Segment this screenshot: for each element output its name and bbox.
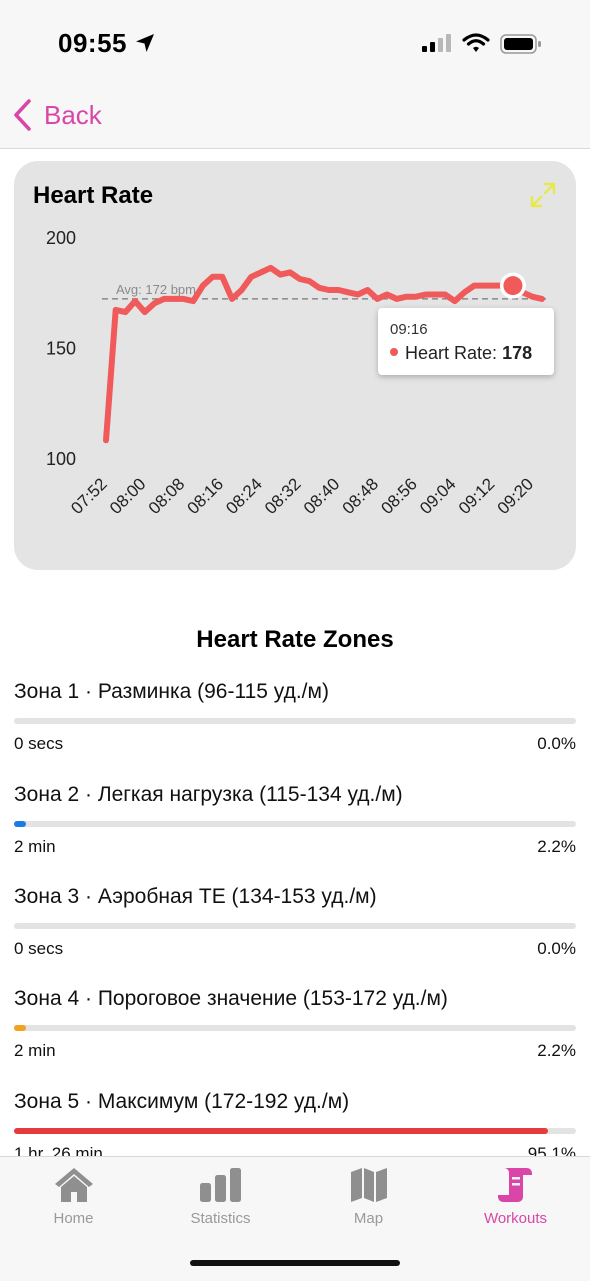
tab-workouts-label: Workouts [483,1210,548,1227]
x-tick-label: 08:08 [145,474,189,518]
status-bar: 09:55 [0,0,590,90]
scroll-icon [497,1168,532,1202]
zone-item: Зона 2 · Легкая нагрузка (115-134 уд./м)… [14,783,576,856]
tab-statistics[interactable]: Statistics [147,1157,294,1237]
location-arrow-icon [136,34,154,52]
status-time: 09:55 [58,28,127,58]
zone-duration: 2 min [14,1041,56,1060]
tab-home[interactable]: Home [0,1157,147,1237]
x-tick-label: 08:40 [300,474,344,518]
chevron-left-icon [14,99,31,131]
x-tick-label: 08:32 [261,474,305,518]
tooltip-value: 178 [502,343,533,363]
tooltip-dot [390,348,398,357]
zone-name: Зона 5 · Максимум (172-192 уд./м) [14,1090,350,1113]
zone-progress-track [14,1128,576,1134]
tooltip-label: Heart Rate: [405,343,498,363]
zone-progress-track [14,718,576,724]
signal-icon [422,34,451,52]
x-tick-label: 08:00 [106,474,150,518]
zone-percent: 2.2% [537,837,576,856]
y-tick-label: 200 [46,228,76,248]
y-tick-label: 150 [46,339,76,359]
zone-name: Зона 3 · Аэробная ТЕ (134-153 уд./м) [14,885,377,908]
zone-progress-fill [14,821,27,827]
x-tick-label: 08:48 [339,474,383,518]
zone-progress-track [14,1025,576,1031]
zone-percent: 2.2% [537,1041,576,1060]
back-button[interactable]: Back [12,98,102,132]
tab-statistics-label: Statistics [190,1210,251,1227]
zone-percent: 0.0% [537,939,576,958]
map-icon [350,1168,387,1202]
x-tick-label: 09:12 [455,474,499,518]
chart-tooltip: 09:16 Heart Rate: 178 [378,308,554,375]
zone-progress-track [14,821,576,827]
zone-item: Зона 1 · Разминка (96-115 уд./м) 0 secs 0.… [14,680,576,753]
wifi-icon [462,33,490,52]
zone-progress-fill [14,1128,549,1134]
heart-rate-series-line [103,264,545,444]
chart-title: Heart Rate [33,182,154,209]
zone-progress-track [14,923,576,929]
tooltip-time: 09:16 [390,321,428,338]
navigation-bar: Back [0,90,590,149]
zones-title: Heart Rate Zones [196,626,394,653]
zone-progress-fill [14,1025,27,1031]
zone-percent: 0.0% [537,734,576,753]
bar-chart-icon [199,1168,241,1202]
highlight-point [503,276,523,296]
heart-rate-card: Heart Rate 100 150 200 Avg: 172 bpm 07:52 08:… [14,161,576,570]
zone-name: Зона 4 · Пороговое значение (153-172 уд.… [14,987,448,1010]
x-tick-label: 08:56 [377,474,421,518]
expand-icon[interactable] [529,181,557,209]
x-tick-label: 09:20 [494,474,538,518]
avg-label: Avg: 172 bpm [116,282,196,297]
zone-duration: 2 min [14,837,56,856]
zone-name: Зона 1 · Разминка (96-115 уд./м) [14,680,329,703]
heart-rate-chart: 100 150 200 Avg: 172 bpm 07:5208:0008:0808:1… [46,228,546,518]
home-indicator [190,1260,400,1266]
zone-name: Зона 2 · Легкая нагрузка (115-134 уд./м) [14,783,403,806]
x-tick-label: 08:16 [184,474,228,518]
battery-icon [500,34,541,54]
tab-map-label: Map [353,1210,384,1227]
y-tick-label: 100 [46,449,76,469]
zone-item: Зона 4 · Пороговое значение (153-172 уд.… [14,987,576,1060]
zone-item: Зона 3 · Аэробная ТЕ (134-153 уд./м) 0 se… [14,885,576,958]
x-tick-label: 07:52 [67,474,111,518]
tooltip-row: Heart Rate: 178 [390,343,532,364]
back-label: Back [44,99,102,130]
tab-map[interactable]: Map [295,1157,442,1237]
house-icon [54,1168,93,1202]
tab-workouts[interactable]: Workouts [442,1157,589,1237]
zone-item: Зона 5 · Максимум (172-192 уд./м) 1 hr, 2… [14,1090,576,1163]
zone-duration: 0 secs [14,734,64,753]
zone-duration: 0 secs [14,939,64,958]
x-tick-label: 09:04 [416,474,460,518]
x-tick-label: 08:24 [222,474,266,518]
tab-home-label: Home [53,1210,94,1227]
